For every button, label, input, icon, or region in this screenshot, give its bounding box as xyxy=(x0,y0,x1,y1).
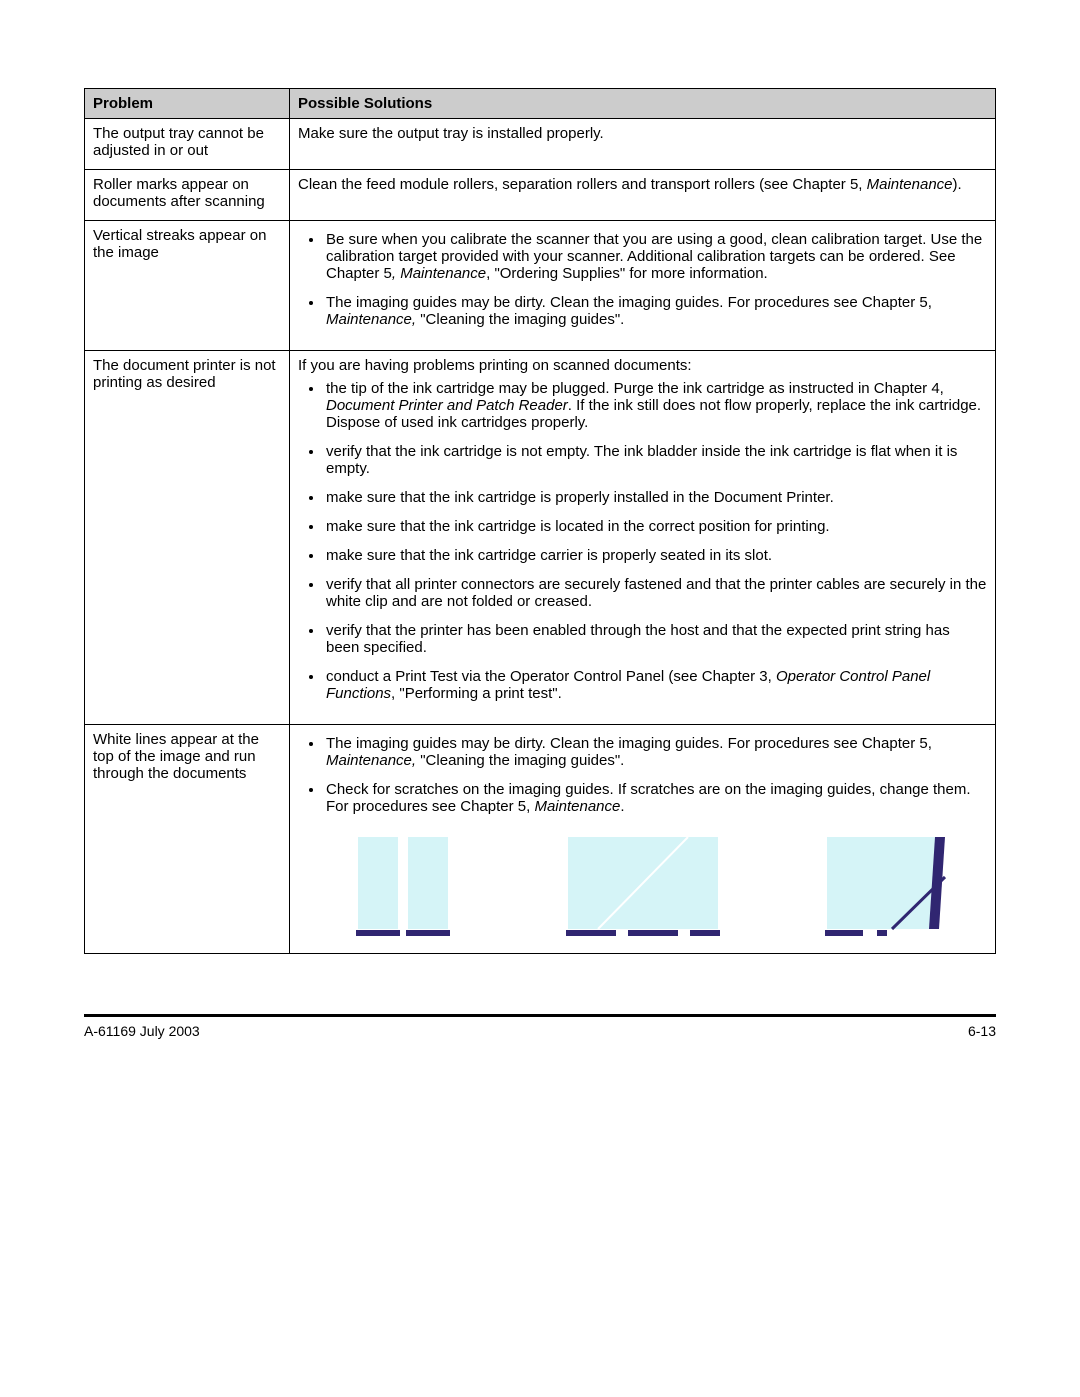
italic-ref: Maintenance, xyxy=(326,311,420,328)
bullet-list: the tip of the ink cartridge may be plug… xyxy=(298,380,987,702)
footer-page-number: 6-13 xyxy=(968,1023,996,1039)
list-item: verify that all printer connectors are s… xyxy=(324,576,987,610)
table-row: Roller marks appear on documents after s… xyxy=(85,170,996,221)
problem-cell: Vertical streaks appear on the image xyxy=(85,221,290,351)
solution-cell: Clean the feed module rollers, separatio… xyxy=(290,170,996,221)
page-footer: A-61169 July 2003 6-13 xyxy=(84,1023,996,1039)
item-text: "Cleaning the imaging guides". xyxy=(420,311,624,328)
problem-cell: White lines appear at the top of the ima… xyxy=(85,725,290,954)
list-item: Check for scratches on the imaging guide… xyxy=(324,781,987,815)
italic-ref: Maintenance xyxy=(534,798,620,815)
list-item: The imaging guides may be dirty. Clean t… xyxy=(324,735,987,769)
item-text: , "Performing a print test". xyxy=(391,685,562,702)
table-row: The output tray cannot be adjusted in or… xyxy=(85,119,996,170)
solution-text: ). xyxy=(953,176,962,193)
problem-cell: The document printer is not printing as … xyxy=(85,351,290,725)
imaging-guide-diagrams xyxy=(298,827,987,943)
italic-ref: Maintenance, xyxy=(326,752,420,769)
list-item: verify that the ink cartridge is not emp… xyxy=(324,443,987,477)
item-text: Check for scratches on the imaging guide… xyxy=(326,781,971,815)
problem-cell: The output tray cannot be adjusted in or… xyxy=(85,119,290,170)
item-text: , "Ordering Supplies" for more informati… xyxy=(486,265,768,282)
list-item: make sure that the ink cartridge is loca… xyxy=(324,518,987,535)
troubleshooting-table: Problem Possible Solutions The output tr… xyxy=(84,88,996,954)
item-text: "Cleaning the imaging guides". xyxy=(420,752,624,769)
list-item: make sure that the ink cartridge carrier… xyxy=(324,547,987,564)
solution-cell: Be sure when you calibrate the scanner t… xyxy=(290,221,996,351)
col-header-solutions: Possible Solutions xyxy=(290,89,996,119)
problem-cell: Roller marks appear on documents after s… xyxy=(85,170,290,221)
list-item: verify that the printer has been enabled… xyxy=(324,622,987,656)
solution-text: Clean the feed module rollers, separatio… xyxy=(298,176,867,193)
bullet-list: The imaging guides may be dirty. Clean t… xyxy=(298,735,987,815)
list-item: the tip of the ink cartridge may be plug… xyxy=(324,380,987,431)
table-row: White lines appear at the top of the ima… xyxy=(85,725,996,954)
col-header-problem: Problem xyxy=(85,89,290,119)
solution-cell: If you are having problems printing on s… xyxy=(290,351,996,725)
list-item: The imaging guides may be dirty. Clean t… xyxy=(324,294,987,328)
table-row: Vertical streaks appear on the image Be … xyxy=(85,221,996,351)
italic-ref: Maintenance xyxy=(867,176,953,193)
guide-diagram-icon xyxy=(807,837,957,937)
item-text: The imaging guides may be dirty. Clean t… xyxy=(326,294,932,311)
item-text: The imaging guides may be dirty. Clean t… xyxy=(326,735,932,752)
guide-diagram-icon xyxy=(328,837,478,937)
table-row: The document printer is not printing as … xyxy=(85,351,996,725)
solution-cell: The imaging guides may be dirty. Clean t… xyxy=(290,725,996,954)
item-text: . xyxy=(620,798,624,815)
italic-ref: Document Printer and Patch Reader xyxy=(326,397,568,414)
item-text: the tip of the ink cartridge may be plug… xyxy=(326,380,944,397)
lead-text: If you are having problems printing on s… xyxy=(298,357,987,374)
page-container: Problem Possible Solutions The output tr… xyxy=(0,0,1080,1079)
footer-divider xyxy=(84,1014,996,1017)
list-item: make sure that the ink cartridge is prop… xyxy=(324,489,987,506)
list-item: Be sure when you calibrate the scanner t… xyxy=(324,231,987,282)
list-item: conduct a Print Test via the Operator Co… xyxy=(324,668,987,702)
solution-cell: Make sure the output tray is installed p… xyxy=(290,119,996,170)
item-text: conduct a Print Test via the Operator Co… xyxy=(326,668,776,685)
bullet-list: Be sure when you calibrate the scanner t… xyxy=(298,231,987,328)
italic-ref: , Maintenance xyxy=(392,265,486,282)
guide-diagram-icon xyxy=(558,837,728,937)
table-header-row: Problem Possible Solutions xyxy=(85,89,996,119)
footer-doc-id: A-61169 July 2003 xyxy=(84,1023,200,1039)
